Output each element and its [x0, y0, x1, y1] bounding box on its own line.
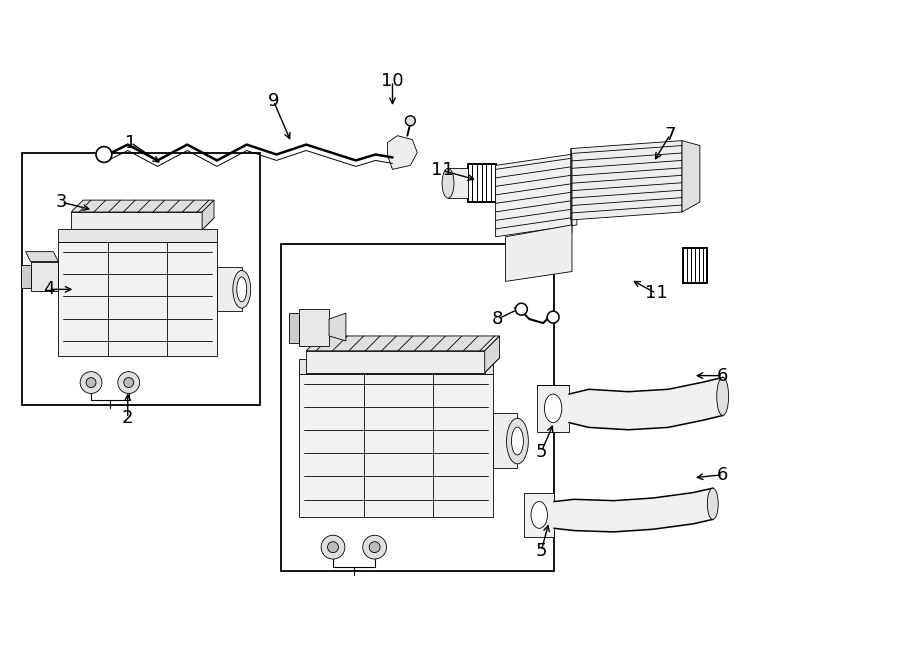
Polygon shape	[571, 141, 682, 220]
Ellipse shape	[507, 418, 528, 464]
Polygon shape	[306, 351, 485, 373]
Text: 6: 6	[717, 367, 728, 385]
Polygon shape	[202, 200, 214, 230]
Text: 8: 8	[492, 310, 503, 328]
Circle shape	[328, 542, 338, 553]
Polygon shape	[71, 212, 202, 230]
Ellipse shape	[707, 488, 718, 520]
Polygon shape	[31, 262, 58, 292]
Polygon shape	[525, 492, 554, 537]
Polygon shape	[300, 373, 492, 518]
Polygon shape	[300, 309, 329, 346]
Polygon shape	[300, 359, 492, 373]
Circle shape	[118, 371, 140, 393]
Polygon shape	[306, 336, 500, 351]
Text: 10: 10	[382, 72, 404, 90]
Polygon shape	[71, 200, 214, 212]
Polygon shape	[571, 149, 572, 233]
Circle shape	[124, 377, 134, 387]
Ellipse shape	[442, 169, 454, 198]
Polygon shape	[25, 252, 58, 262]
Bar	[22, 153, 259, 405]
Circle shape	[86, 377, 96, 387]
Text: 1: 1	[125, 134, 137, 151]
Polygon shape	[290, 313, 300, 343]
Polygon shape	[21, 264, 31, 288]
Polygon shape	[682, 141, 700, 212]
Text: 4: 4	[42, 280, 54, 298]
Polygon shape	[58, 229, 217, 242]
Text: 6: 6	[717, 466, 728, 484]
Circle shape	[321, 535, 345, 559]
Ellipse shape	[511, 427, 524, 455]
Polygon shape	[58, 242, 217, 356]
Circle shape	[369, 542, 380, 553]
Polygon shape	[71, 218, 214, 230]
Text: 5: 5	[536, 443, 547, 461]
Text: 2: 2	[122, 409, 133, 427]
Polygon shape	[492, 413, 517, 468]
Ellipse shape	[531, 502, 547, 528]
Ellipse shape	[716, 377, 729, 416]
Text: 3: 3	[56, 193, 67, 211]
Circle shape	[363, 535, 386, 559]
Polygon shape	[388, 136, 418, 169]
Polygon shape	[496, 153, 577, 237]
Polygon shape	[448, 169, 468, 198]
Polygon shape	[329, 313, 346, 341]
Text: 9: 9	[267, 92, 279, 110]
Text: 5: 5	[536, 542, 547, 560]
Circle shape	[80, 371, 102, 393]
Ellipse shape	[544, 394, 562, 422]
Polygon shape	[485, 336, 500, 373]
Polygon shape	[506, 225, 572, 282]
Text: 11: 11	[645, 284, 668, 302]
Ellipse shape	[233, 270, 251, 308]
Polygon shape	[537, 385, 569, 432]
Circle shape	[516, 303, 527, 315]
Bar	[282, 244, 554, 571]
Polygon shape	[306, 358, 500, 373]
Text: 7: 7	[664, 126, 676, 143]
Polygon shape	[217, 266, 242, 311]
Circle shape	[405, 116, 415, 126]
Circle shape	[96, 147, 112, 163]
Ellipse shape	[237, 277, 247, 301]
Text: 11: 11	[431, 161, 454, 179]
Circle shape	[547, 311, 559, 323]
